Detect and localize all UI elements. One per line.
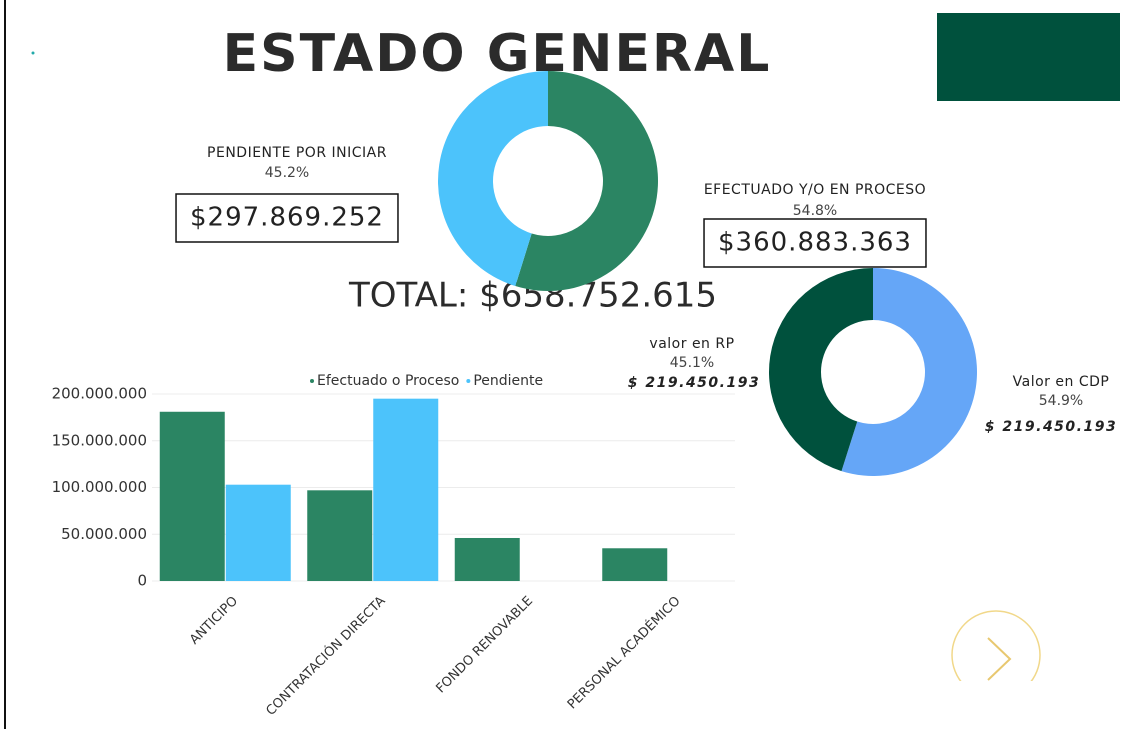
x-tick-label: CONTRATACIÓN DIRECTA <box>263 593 389 719</box>
slice-percent: 54.9% <box>1039 393 1083 409</box>
bar <box>602 548 668 581</box>
slice-amount: $ 219.450.193 <box>628 375 760 391</box>
slice-label: PENDIENTE POR INICIAR <box>207 145 387 161</box>
legend-marker <box>310 379 314 383</box>
donut-slice <box>768 268 873 472</box>
y-tick-label: 50.000.000 <box>61 525 147 543</box>
header-block <box>937 13 1120 101</box>
page-title: ESTADO GENERAL <box>223 24 772 84</box>
bar <box>454 537 520 581</box>
legend-marker <box>466 379 471 383</box>
dot <box>31 51 35 55</box>
bar <box>159 411 225 581</box>
legend-label: Pendiente <box>473 373 543 389</box>
y-tick-label: 100.000.000 <box>52 478 147 496</box>
x-tick-label: ANTICIPO <box>187 594 241 648</box>
amount-box <box>175 193 399 243</box>
amount-box <box>703 218 927 268</box>
bar <box>225 484 291 581</box>
slice-percent: 54.8% <box>793 203 837 219</box>
donut-slice <box>438 71 548 287</box>
y-tick-label: 150.000.000 <box>52 431 147 449</box>
y-tick-label: 0 <box>137 572 147 590</box>
slice-label: Valor en CDP <box>1013 374 1110 390</box>
donut-slice <box>515 71 659 292</box>
x-tick-label: PERSONAL ACADÉMICO <box>564 593 683 712</box>
donut-slice <box>841 268 978 476</box>
legend-label: Efectuado o Proceso <box>317 373 459 389</box>
x-tick-label: FONDO RENOVABLE <box>433 594 536 697</box>
slice-amount: $ 219.450.193 <box>985 419 1117 435</box>
next-button[interactable] <box>940 610 1050 711</box>
slice-label: valor en RP <box>649 336 734 352</box>
slice-amount: $360.883.363 <box>718 228 912 258</box>
slice-percent: 45.2% <box>265 165 309 181</box>
y-tick-label: 200.000.000 <box>52 385 147 403</box>
slice-label: EFECTUADO Y/O EN PROCESO <box>704 182 926 198</box>
bar <box>307 490 373 581</box>
next-arrow[interactable] <box>987 637 1012 681</box>
button-mask <box>940 681 1050 711</box>
slice-percent: 45.1% <box>670 355 714 371</box>
bar <box>373 398 439 581</box>
slice-amount: $297.869.252 <box>190 203 384 233</box>
